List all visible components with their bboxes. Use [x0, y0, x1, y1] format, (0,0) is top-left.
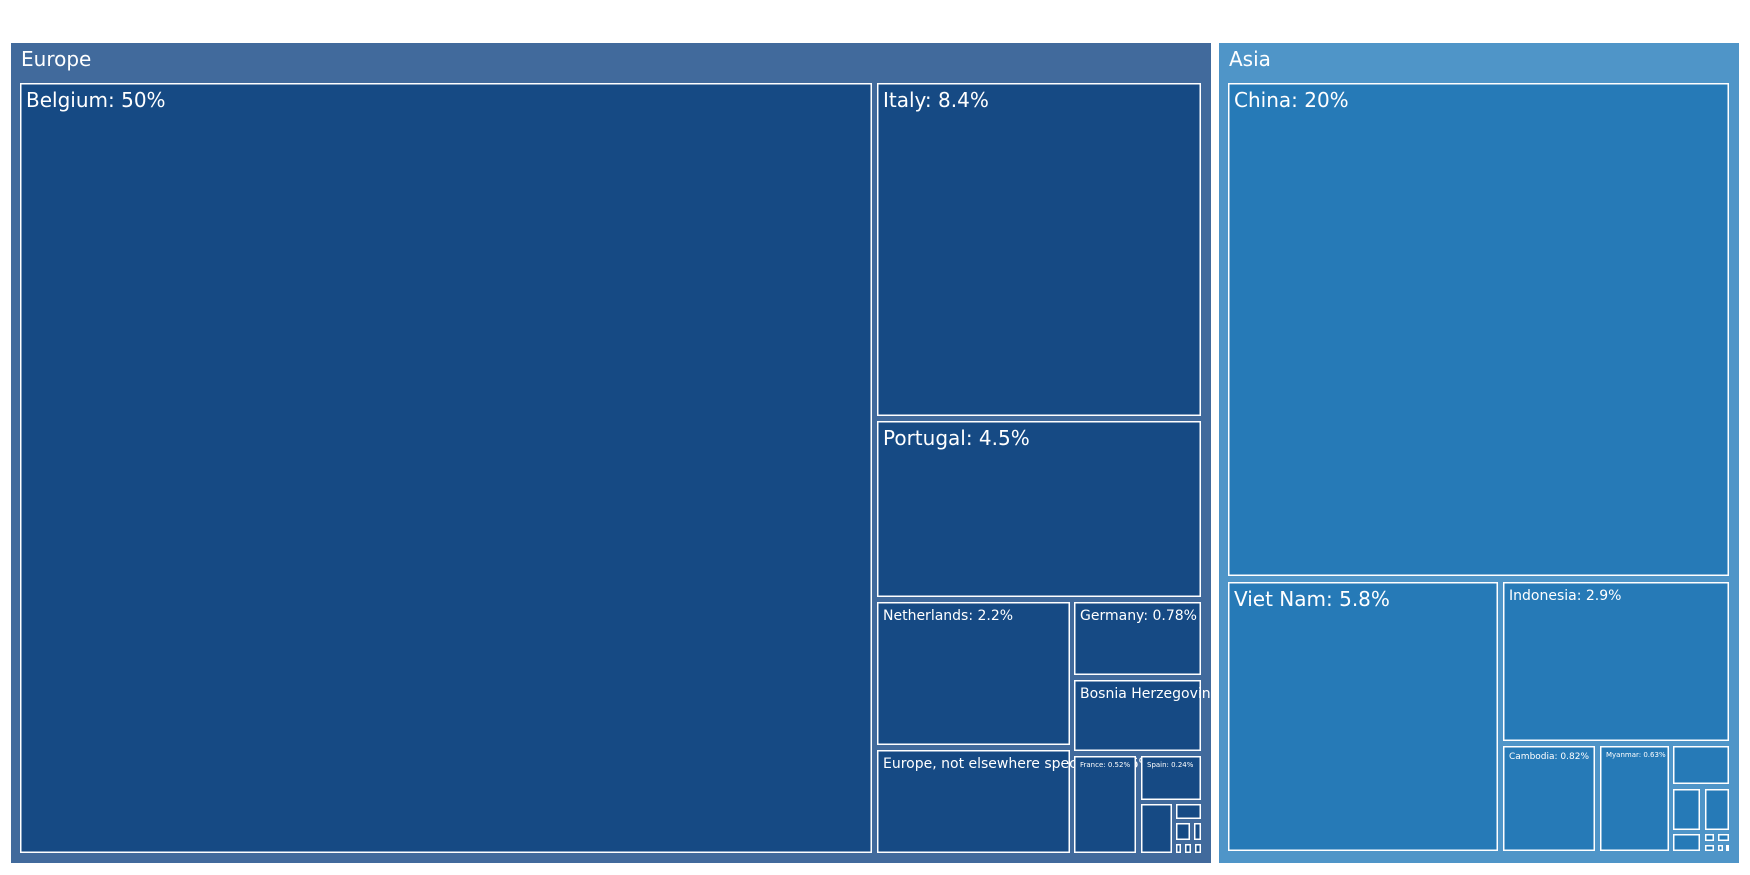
tile-asia-other-5: [1705, 834, 1714, 841]
tile-china: [1228, 83, 1729, 576]
tile-asia-other-8: [1718, 845, 1723, 851]
tile-asia-other-2: [1673, 789, 1700, 830]
tile-italy: [877, 83, 1201, 416]
tile-label-myanmar: Myanmar: 0.63%: [1606, 751, 1666, 759]
tile-asia-other-7: [1705, 845, 1714, 851]
tile-label-france: France: 0.52%: [1080, 761, 1130, 769]
tile-cambodia: [1503, 746, 1595, 851]
tile-europe-other-7: [1195, 844, 1201, 853]
tile-belgium: [20, 83, 872, 853]
tile-netherlands: [877, 602, 1070, 745]
tile-label-indonesia: Indonesia: 2.9%: [1509, 588, 1621, 604]
tile-viet-nam: [1228, 582, 1498, 851]
tile-label-viet-nam: Viet Nam: 5.8%: [1234, 587, 1390, 611]
tile-spain: [1141, 756, 1201, 800]
tile-myanmar: [1600, 746, 1669, 851]
tile-label-china: China: 20%: [1234, 88, 1349, 112]
tile-bosnia-herzegovina: [1074, 680, 1201, 751]
tile-portugal: [877, 421, 1201, 597]
tile-label-portugal: Portugal: 4.5%: [883, 426, 1030, 450]
tile-europe-other-1: [1141, 804, 1172, 853]
tile-label-cambodia: Cambodia: 0.82%: [1509, 752, 1589, 762]
tile-europe-other-5: [1176, 844, 1181, 853]
group-label-europe: Europe: [21, 47, 91, 71]
tile-europe-other-3: [1176, 823, 1190, 840]
tile-asia-other-9: [1726, 845, 1729, 851]
tile-europe-other-2: [1176, 804, 1201, 819]
tile-asia-other-4: [1673, 834, 1700, 851]
tile-europe-not-elsewhere-specified: [877, 750, 1070, 853]
group-asia: Asia China: 20% Viet Nam: 5.8% Indonesia: 2…: [1219, 43, 1739, 863]
group-label-asia: Asia: [1229, 47, 1271, 71]
tile-france: [1074, 756, 1136, 853]
tile-indonesia: [1503, 582, 1729, 741]
tile-label-germany: Germany: 0.78%: [1080, 608, 1197, 624]
tile-asia-other-3: [1705, 789, 1729, 830]
tile-label-netherlands: Netherlands: 2.2%: [883, 608, 1013, 624]
group-europe: Europe Belgium: 50% Italy: 8.4% Portugal: 4…: [11, 43, 1273, 863]
tile-label-spain: Spain: 0.24%: [1147, 761, 1194, 769]
tile-label-italy: Italy: 8.4%: [883, 88, 989, 112]
tile-europe-other-4: [1194, 823, 1201, 840]
tile-label-belgium: Belgium: 50%: [26, 88, 166, 112]
tile-asia-other-6: [1718, 834, 1729, 841]
tile-germany: [1074, 602, 1201, 675]
tile-europe-other-6: [1185, 844, 1191, 853]
tile-asia-other-1: [1673, 746, 1729, 784]
